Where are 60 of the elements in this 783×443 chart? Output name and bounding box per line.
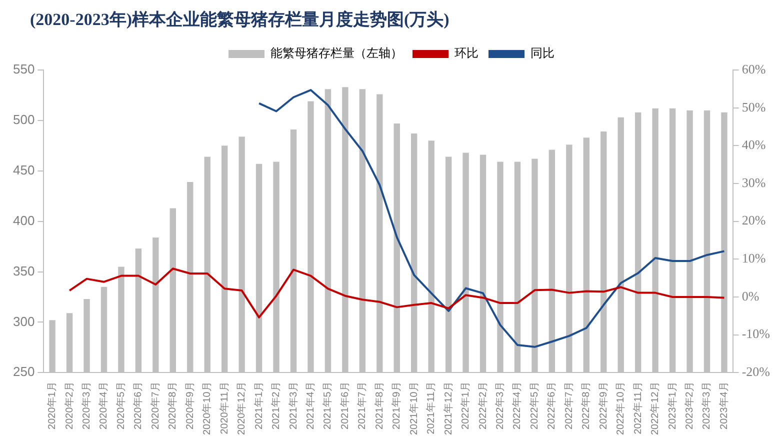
x-tick-label: 2022年3月 xyxy=(494,382,506,430)
legend-label: 同比 xyxy=(530,46,554,60)
x-tick-label: 2020年5月 xyxy=(114,382,127,430)
x-tick-label: 2021年9月 xyxy=(390,382,403,430)
x-tick-label: 2023年4月 xyxy=(718,382,730,430)
y2-tick-label: 20% xyxy=(742,212,766,228)
x-tick-label: 2020年4月 xyxy=(98,382,110,430)
x-tick-label: 2022年7月 xyxy=(562,382,575,430)
x-tick-label: 2021年8月 xyxy=(373,382,386,430)
y-tick-label: 550 xyxy=(12,62,35,77)
x-tick-label: 2021年10月 xyxy=(408,382,420,436)
x-tick-label: 2021年2月 xyxy=(270,382,282,430)
x-tick-label: 2023年2月 xyxy=(684,382,696,430)
y-tick-label: 300 xyxy=(12,314,35,329)
x-tick-label: 2022年10月 xyxy=(614,382,627,436)
y-tick-label: 400 xyxy=(12,212,35,228)
x-tick-label: 2022年1月 xyxy=(460,382,472,430)
x-tick-label: 2022年8月 xyxy=(580,382,592,430)
x-tick-label: 2021年11月 xyxy=(425,382,438,434)
y-tick-label: 250 xyxy=(12,364,35,380)
y2-tick-label: 30% xyxy=(742,174,766,190)
y2-tick-label: 10% xyxy=(742,250,766,266)
x-tick-label: 2022年6月 xyxy=(546,382,558,430)
legend-label: 环比 xyxy=(454,46,478,60)
x-tick-label: 2022年9月 xyxy=(597,382,610,430)
x-tick-label: 2023年1月 xyxy=(666,382,678,430)
x-tick-label: 2020年12月 xyxy=(236,382,248,436)
x-tick-label: 2020年3月 xyxy=(80,382,93,430)
y2-tick-label: 50% xyxy=(742,99,766,114)
x-tick-label: 2020年6月 xyxy=(132,382,144,430)
x-tick-label: 2022年5月 xyxy=(528,382,540,430)
x-tick-label: 2020年11月 xyxy=(218,382,230,434)
x-tick-label: 2020年10月 xyxy=(201,382,214,436)
y-tick-label: 450 xyxy=(12,162,35,178)
y2-tick-label: 60% xyxy=(742,61,766,76)
x-tick-label: 2021年7月 xyxy=(356,382,368,430)
y2-tick-label: -10% xyxy=(742,326,770,342)
x-tick-label: 2020年8月 xyxy=(166,382,179,430)
x-tick-label: 2021年12月 xyxy=(442,382,454,436)
y2-tick-label: 0% xyxy=(742,288,760,304)
x-tick-label: 2022年12月 xyxy=(649,382,662,436)
y2-tick-label: -20% xyxy=(742,364,770,380)
y2-tick-label: 40% xyxy=(742,137,766,152)
x-tick-label: 2020年2月 xyxy=(63,382,76,430)
x-tick-label: 2022年2月 xyxy=(476,382,489,430)
legend-label: 能繁母猪存栏量（左轴） xyxy=(270,46,402,60)
y-tick-label: 500 xyxy=(12,112,35,128)
x-tick-label: 2021年5月 xyxy=(322,382,334,430)
x-tick-label: 2023年3月 xyxy=(700,382,713,430)
chart-title: (2020-2023年)样本企业能繁母猪存栏量月度走势图(万头) xyxy=(29,9,450,31)
x-tick-label: 2021年1月 xyxy=(252,382,265,430)
x-tick-label: 2020年1月 xyxy=(46,382,58,430)
x-tick-label: 2021年6月 xyxy=(338,382,351,430)
y-tick-label: 350 xyxy=(12,263,35,278)
x-tick-label: 2021年3月 xyxy=(287,382,300,430)
x-tick-label: 2021年4月 xyxy=(304,382,316,430)
x-tick-label: 2022年4月 xyxy=(511,382,524,430)
x-tick-label: 2022年11月 xyxy=(632,382,644,434)
x-tick-label: 2020年9月 xyxy=(184,382,196,430)
x-tick-label: 2020年7月 xyxy=(149,382,162,430)
